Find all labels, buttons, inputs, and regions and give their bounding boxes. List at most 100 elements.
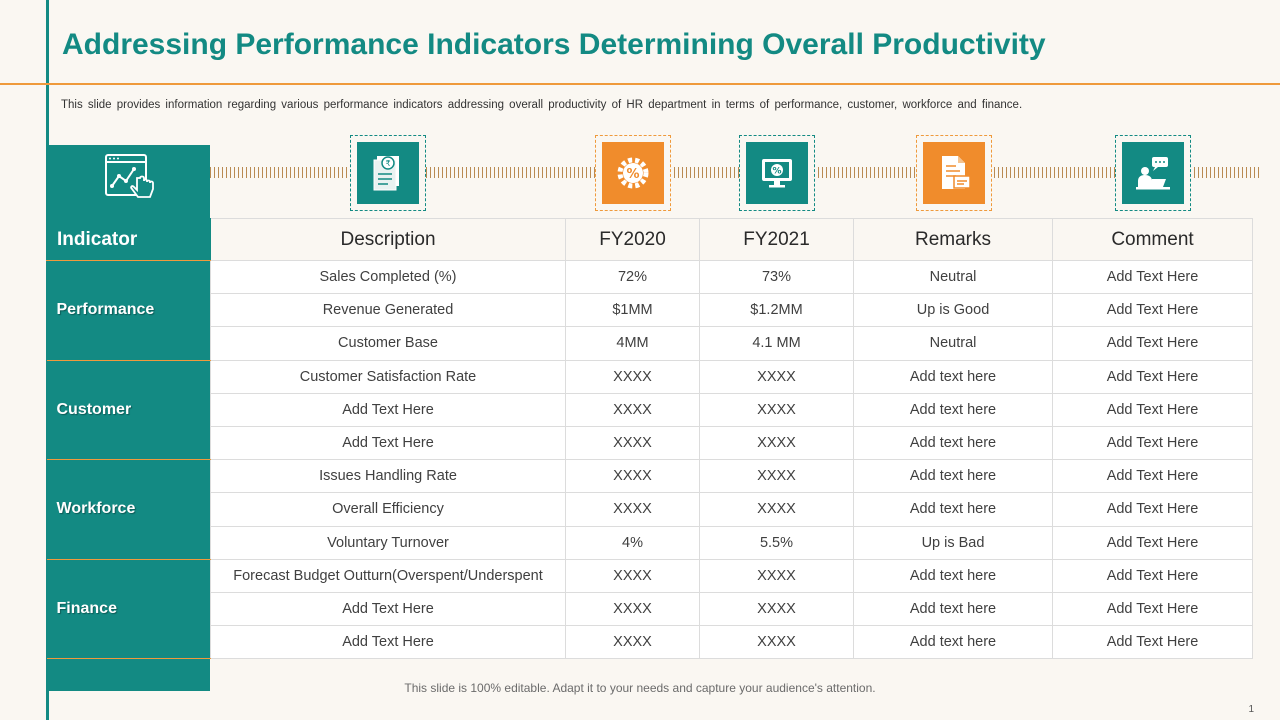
description-cell: Overall Efficiency	[210, 492, 566, 527]
comment-cell: Add Text Here	[1052, 459, 1253, 494]
table-row: Revenue Generated $1MM $1.2MM Up is Good Add…	[47, 293, 1253, 328]
fy2021-cell: $1.2MM	[699, 293, 854, 328]
fy2021-cell: XXXX	[699, 558, 854, 593]
title-divider	[0, 83, 1280, 85]
fy2021-cell: 73%	[699, 259, 854, 295]
fy2020-cell: XXXX	[565, 492, 700, 527]
fy2020-cell: 72%	[565, 259, 700, 295]
description-cell: Forecast Budget Outturn(Overspent/Unders…	[210, 558, 566, 593]
fy2020-cell: XXXX	[565, 359, 700, 394]
header-comment: Comment	[1052, 218, 1253, 261]
remarks-cell: Add text here	[853, 359, 1053, 394]
percent-gear-icon: %	[617, 157, 649, 189]
description-cell: Revenue Generated	[210, 293, 566, 328]
comment-cell: Add Text Here	[1052, 293, 1253, 328]
description-cell: Sales Completed (%)	[210, 259, 566, 295]
document-report-icon	[942, 156, 971, 189]
remarks-cell: Add text here	[853, 558, 1053, 593]
fy2021-cell: XXXX	[699, 492, 854, 527]
fy2020-cell: XXXX	[565, 392, 700, 427]
description-cell: Customer Satisfaction Rate	[210, 359, 566, 394]
slide-subtitle: This slide provides information regardin…	[61, 99, 1023, 111]
header-remarks: Remarks	[853, 218, 1053, 261]
comment-cell: Add Text Here	[1052, 259, 1253, 295]
analytics-chart-icon	[105, 154, 154, 198]
fy2020-cell: XXXX	[565, 591, 700, 627]
header-description: Description	[210, 218, 566, 261]
fy2020-cell: XXXX	[565, 558, 700, 593]
header-fy2020: FY2020	[565, 218, 700, 261]
comment-cell: Add Text Here	[1052, 326, 1253, 361]
fy2021-cell: XXXX	[699, 625, 854, 660]
fy2021-cell: XXXX	[699, 359, 854, 394]
fy2020-cell: XXXX	[565, 425, 700, 461]
table-row: Finance Forecast Budget Outturn(Overspent…	[46, 558, 1253, 660]
fy2020-cell: XXXX	[565, 625, 700, 660]
remarks-cell: Neutral	[853, 326, 1053, 361]
svg-text:%: %	[772, 167, 781, 177]
fy2021-cell: XXXX	[699, 425, 854, 461]
comment-cell: Add Text Here	[1052, 525, 1253, 560]
table-row: Add Text Here XXXX XXXX Add text here Add Te…	[47, 392, 1253, 427]
description-cell: Issues Handling Rate	[210, 459, 566, 494]
fy2021-cell: 5.5%	[699, 525, 854, 560]
description-cell: Voluntary Turnover	[210, 525, 566, 560]
table-row: Overall Efficiency XXXX XXXX Add text here A…	[47, 492, 1253, 527]
page-number: 1	[1248, 704, 1254, 715]
monitor-dollar-icon: %	[762, 159, 792, 188]
remarks-cell: Neutral	[853, 259, 1053, 295]
slide-title: Addressing Performance Indicators Determ…	[62, 28, 1046, 61]
fy2020-cell: $1MM	[565, 293, 700, 328]
remarks-cell: Add text here	[853, 392, 1053, 427]
description-cell: Add Text Here	[210, 625, 566, 660]
remarks-cell: Add text here	[853, 492, 1053, 527]
header-fy2021: FY2021	[699, 218, 854, 261]
table-row: Add Text Here XXXX XXXX Add text here Add Te…	[47, 425, 1253, 461]
description-cell: Add Text Here	[210, 425, 566, 461]
comment-cell: Add Text Here	[1052, 492, 1253, 527]
remarks-cell: Add text here	[853, 625, 1053, 660]
remarks-cell: Up is Good	[853, 293, 1053, 328]
fy2021-cell: 4.1 MM	[699, 326, 854, 361]
fy2020-cell: XXXX	[565, 459, 700, 494]
table-row: Customer Base 4MM 4.1 MM Neutral Add Text He…	[47, 326, 1253, 361]
category-cell-finance: Finance	[46, 559, 211, 660]
remarks-cell: Add text here	[853, 425, 1053, 461]
rupee-document-icon: ₹	[373, 156, 399, 191]
description-cell: Add Text Here	[210, 591, 566, 627]
table-row: Add Text Here XXXX XXXX Add text here Add Te…	[47, 591, 1253, 627]
table-row: Performance Sales Completed (%) 72% 73% Neut…	[46, 259, 1253, 361]
svg-text:₹: ₹	[385, 159, 390, 168]
comment-cell: Add Text Here	[1052, 591, 1253, 627]
fy2021-cell: XXXX	[699, 392, 854, 427]
table-header-row: Indicator Description FY2020 FY2021 Rema…	[46, 218, 1253, 261]
comment-cell: Add Text Here	[1052, 625, 1253, 660]
svg-text:%: %	[626, 167, 639, 182]
dotted-connector	[210, 167, 1260, 178]
fy2021-cell: XXXX	[699, 591, 854, 627]
fy2020-cell: 4MM	[565, 326, 700, 361]
category-cell-workforce: Workforce	[46, 459, 211, 560]
description-cell: Customer Base	[210, 326, 566, 361]
comment-cell: Add Text Here	[1052, 392, 1253, 427]
table-row: Workforce Issues Handling Rate XXXX XXXX Add…	[46, 459, 1253, 560]
description-cell: Add Text Here	[210, 392, 566, 427]
fy2021-cell: XXXX	[699, 459, 854, 494]
category-cell-customer: Customer	[46, 360, 211, 461]
chat-person-laptop-icon	[1136, 157, 1170, 190]
remarks-cell: Up is Bad	[853, 525, 1053, 560]
comment-cell: Add Text Here	[1052, 359, 1253, 394]
comment-cell: Add Text Here	[1052, 558, 1253, 593]
rupee-document-icon-box: ₹	[350, 135, 426, 211]
chat-person-laptop-icon-box	[1115, 135, 1191, 211]
fy2020-cell: 4%	[565, 525, 700, 560]
document-report-icon-box	[916, 135, 992, 211]
category-cell-performance: Performance	[46, 260, 211, 361]
remarks-cell: Add text here	[853, 459, 1053, 494]
table-row: Customer Customer Satisfaction Rate XXXX XX…	[46, 359, 1253, 461]
monitor-dollar-icon-box: %	[739, 135, 815, 211]
indicators-table: Indicator Description FY2020 FY2021 Rema…	[46, 218, 1253, 660]
remarks-cell: Add text here	[853, 591, 1053, 627]
header-indicator: Indicator	[46, 218, 211, 261]
percent-gear-icon-box: %	[595, 135, 671, 211]
